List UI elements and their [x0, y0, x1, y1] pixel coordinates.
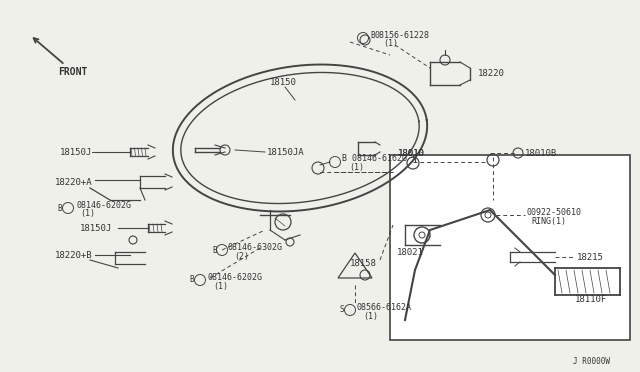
Text: B: B [212, 246, 218, 254]
Text: B: B [58, 203, 62, 212]
Text: (1): (1) [383, 38, 398, 48]
Text: B 08146-6162G: B 08146-6162G [342, 154, 407, 163]
Text: 18220+B: 18220+B [55, 250, 93, 260]
Text: S: S [340, 305, 344, 314]
Text: 18010B: 18010B [525, 148, 557, 157]
Text: 18010: 18010 [398, 148, 425, 157]
Text: 18220+A: 18220+A [55, 177, 93, 186]
Text: 18150J: 18150J [60, 148, 92, 157]
Text: 18150: 18150 [270, 77, 297, 87]
Text: FRONT: FRONT [58, 67, 88, 77]
Text: 18010: 18010 [398, 148, 425, 157]
Text: 08156-61228: 08156-61228 [375, 31, 430, 39]
Text: 18220: 18220 [478, 68, 505, 77]
Text: B: B [370, 31, 374, 39]
Text: (1): (1) [213, 282, 228, 291]
Text: 18158: 18158 [350, 259, 377, 267]
Text: 18021: 18021 [397, 247, 424, 257]
Text: 08146-6202G: 08146-6202G [207, 273, 262, 282]
Text: 18150JA: 18150JA [267, 148, 305, 157]
Text: 18215: 18215 [577, 253, 604, 262]
Text: 00922-50610: 00922-50610 [527, 208, 582, 217]
Text: 18150J: 18150J [80, 224, 112, 232]
Text: 08146-6202G: 08146-6202G [76, 201, 131, 209]
Text: B: B [189, 276, 195, 285]
Text: (2): (2) [234, 251, 249, 260]
Bar [390, 155, 630, 340]
Text: RING(1): RING(1) [531, 217, 566, 225]
Text: (1): (1) [363, 311, 378, 321]
Text: J R0000W: J R0000W [573, 357, 610, 366]
Text: (1): (1) [80, 208, 95, 218]
Text: (1): (1) [349, 163, 364, 171]
Text: 18110F: 18110F [575, 295, 607, 305]
Text: 08566-6162A: 08566-6162A [357, 302, 412, 311]
Text: 08146-6302G: 08146-6302G [228, 243, 283, 251]
